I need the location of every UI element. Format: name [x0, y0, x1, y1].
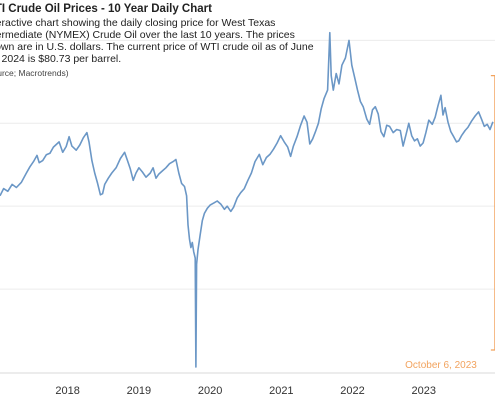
x-tick-label-2022: 2022: [340, 385, 364, 397]
annotation-label: October 6, 2023: [405, 360, 477, 371]
series-line-0[interactable]: [0, 31, 494, 368]
series-layer: [0, 31, 494, 368]
x-tick-label-2019: 2019: [127, 385, 151, 397]
x-tick-label-2023: 2023: [412, 385, 436, 397]
chart-header: WTI Crude Oil Prices - 10 Year Daily Cha…: [0, 2, 324, 79]
chart-title: WTI Crude Oil Prices - 10 Year Daily Cha…: [0, 3, 212, 15]
x-tick-label-2021: 2021: [269, 385, 293, 397]
chart-source: (Source; Macrotrends): [0, 68, 69, 78]
chart-description: Interactive chart showing the daily clos…: [0, 17, 314, 65]
x-tick-label-2018: 2018: [55, 385, 79, 397]
x-axis-ticks: 2018 2019 2020 2021 2022 2023: [0, 372, 495, 397]
grid-lines: [0, 39, 495, 290]
annotation-bracket: [490, 74, 495, 351]
x-tick-label-2020: 2020: [198, 385, 222, 397]
